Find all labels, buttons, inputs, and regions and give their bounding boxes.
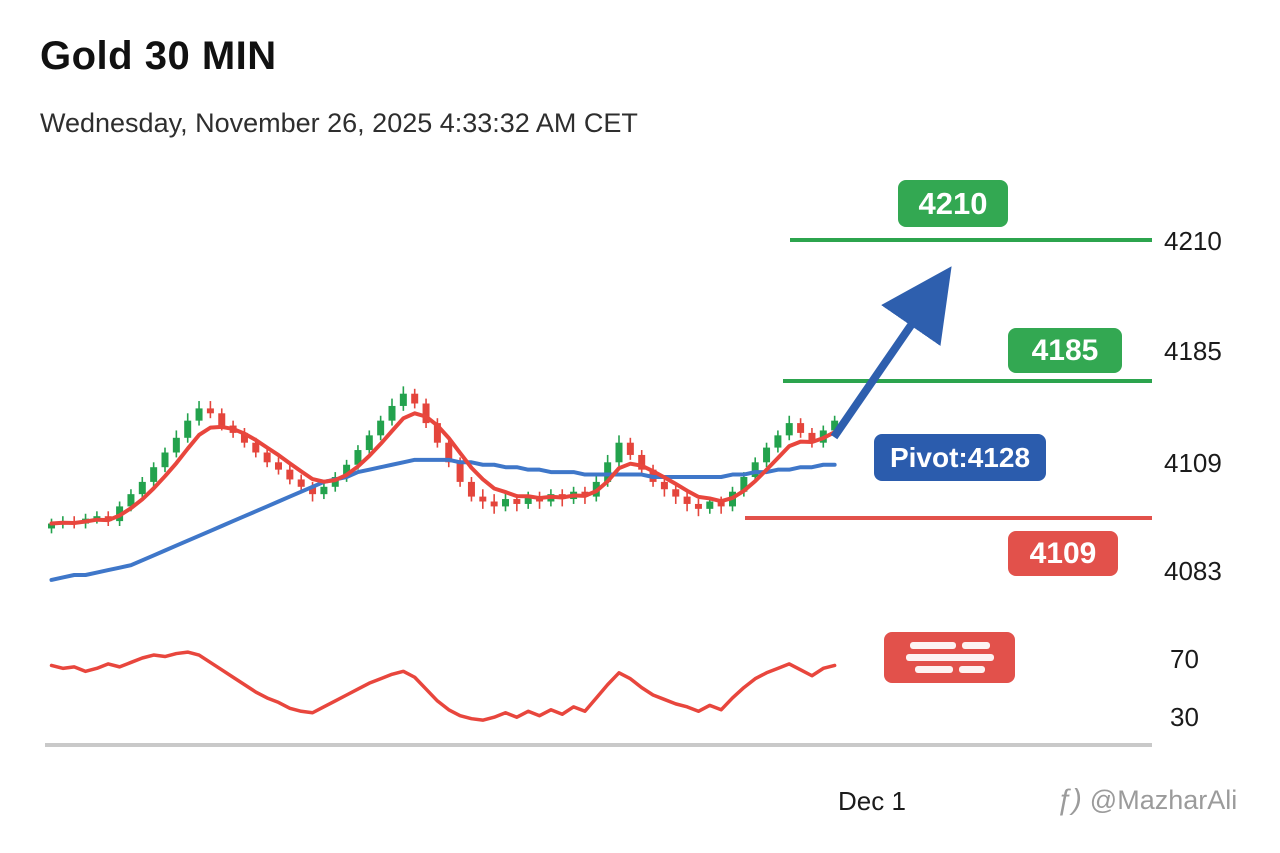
price-axis-label-4185: 4185	[1164, 336, 1222, 366]
watermark-logo-icon: ƒ)	[1056, 784, 1082, 816]
chart-timestamp: Wednesday, November 26, 2025 4:33:32 AM …	[40, 108, 638, 138]
pivot-badge: Pivot:4128	[874, 434, 1046, 481]
price-axis-label-4210: 4210	[1164, 226, 1222, 256]
rsi-axis-label-70: 70	[1170, 644, 1199, 674]
rsi-line	[49, 650, 837, 722]
price-axis-label-4083: 4083	[1164, 556, 1222, 586]
redacted-bar-row	[914, 666, 985, 673]
redacted-signal-badge	[884, 632, 1015, 683]
redacted-bar-row	[909, 642, 990, 649]
rsi-axis-label-30: 30	[1170, 702, 1199, 732]
resistance-badge-4210: 4210	[898, 180, 1008, 227]
resistance-badge-4185: 4185	[1008, 328, 1122, 373]
x-axis-tick-label: Dec 1	[838, 786, 906, 816]
price-axis-label-4109: 4109	[1164, 448, 1222, 478]
page-title: Gold 30 MIN	[40, 34, 277, 78]
redacted-bar-row	[905, 654, 994, 661]
support-badge-4109: 4109	[1008, 531, 1118, 576]
watermark: ƒ) @MazharAli	[1056, 784, 1237, 817]
trend-arrow	[830, 266, 952, 440]
watermark-handle: @MazharAli	[1089, 785, 1238, 815]
ma-slow-line	[49, 457, 837, 582]
ma-fast-line	[49, 411, 837, 526]
